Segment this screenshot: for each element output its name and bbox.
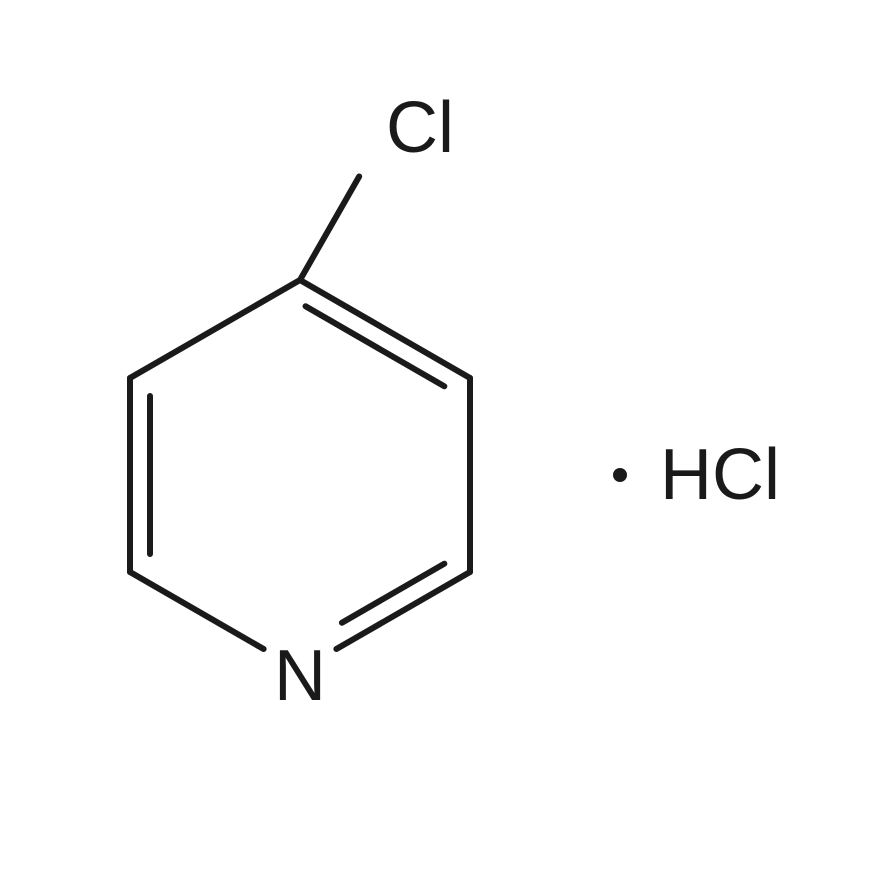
salt-label: HCl (660, 435, 780, 515)
chemical-structure-diagram: Cl N HCl (0, 0, 890, 890)
ring-atom-label: N (274, 636, 326, 716)
salt-dot (613, 468, 627, 482)
substituent-label: Cl (386, 88, 454, 168)
